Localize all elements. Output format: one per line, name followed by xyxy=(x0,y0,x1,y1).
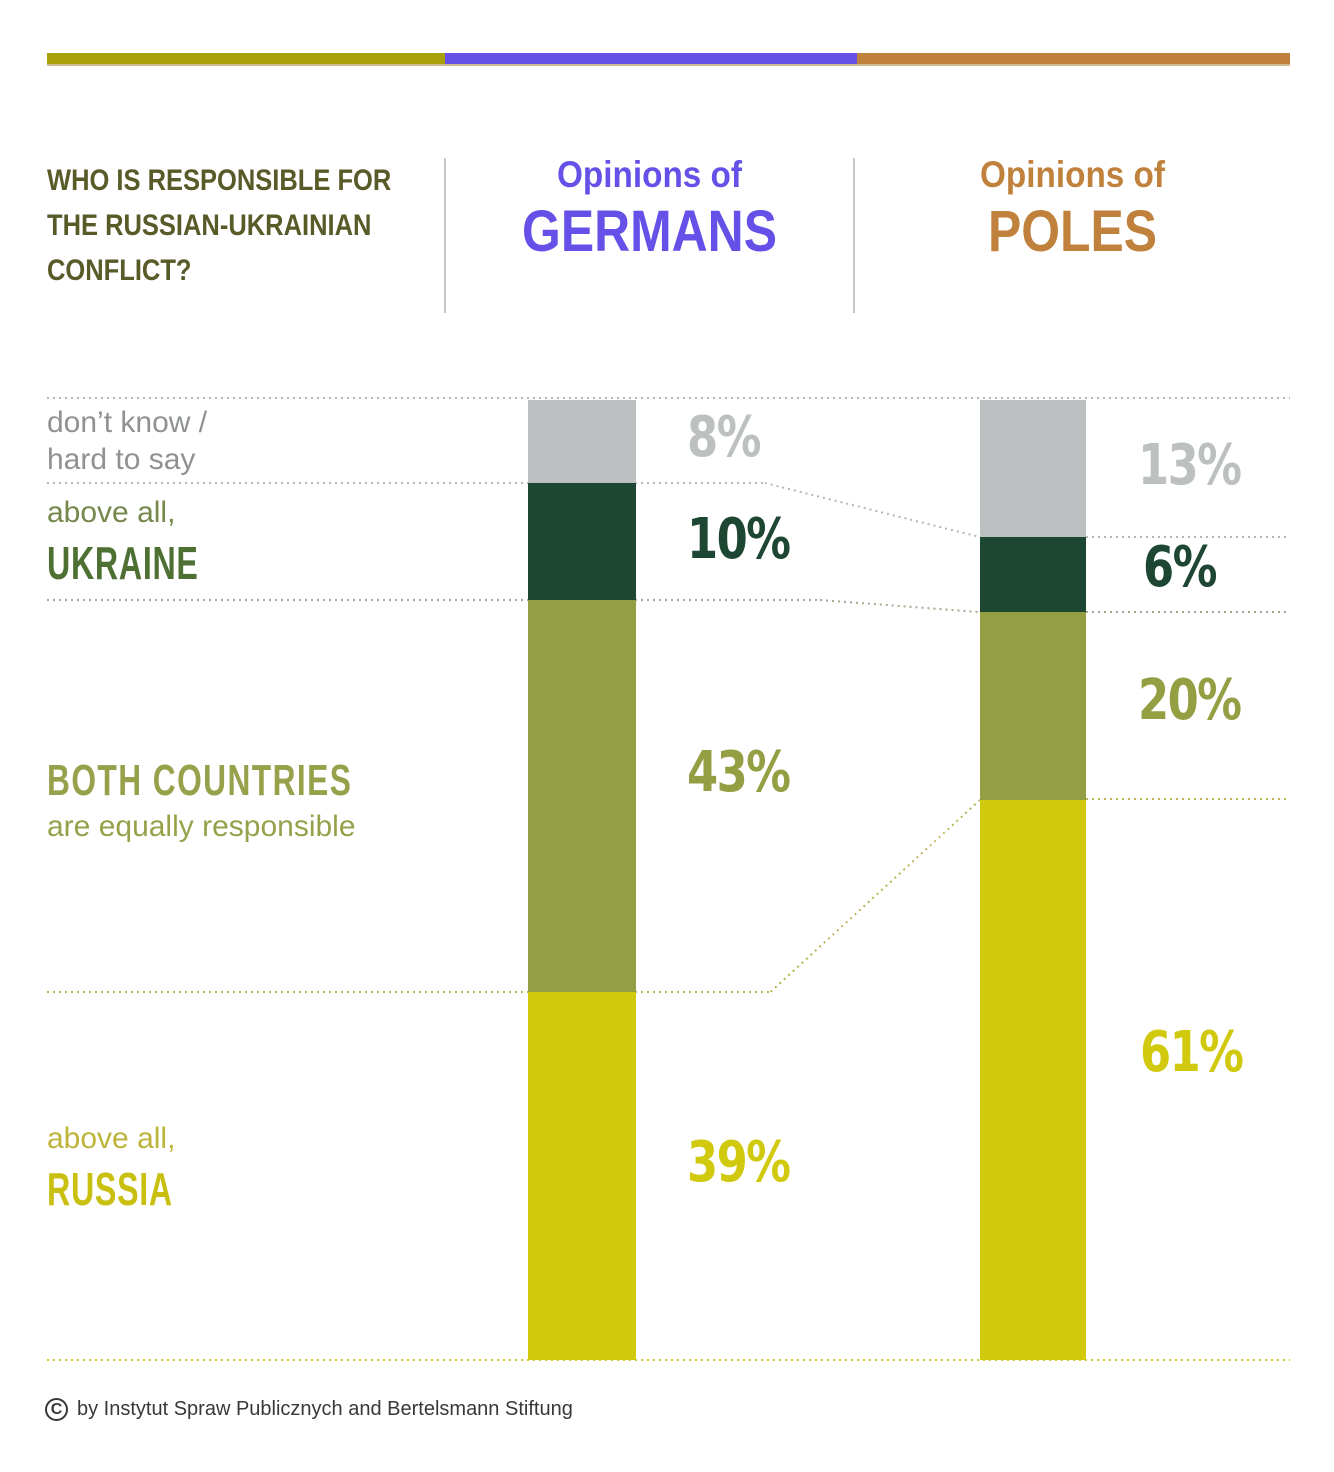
row-label-ukraine-name: UKRAINE xyxy=(47,537,199,589)
page-title: WHO IS RESPONSIBLE FOR THE RUSSIAN-UKRAI… xyxy=(47,158,452,293)
header-divider-right xyxy=(853,158,855,313)
connector-line-both-diagonal xyxy=(770,798,982,993)
connector-line-both-left xyxy=(47,991,770,993)
bar-poles xyxy=(980,400,1086,1360)
row-label-ukraine: above all, UKRAINE xyxy=(47,494,264,589)
value-poles-dontknow: 13% xyxy=(1138,433,1242,498)
row-label-dontknow-line2: hard to say xyxy=(47,443,196,476)
title-line-2: THE RUSSIAN-UKRAINIAN xyxy=(47,209,372,242)
accent-segment-purple xyxy=(445,53,857,64)
value-poles-russia: 61% xyxy=(1140,1020,1244,1085)
value-germans-both: 43% xyxy=(687,740,791,805)
row-label-dontknow: don’t know / hard to say xyxy=(47,404,207,478)
connector-line-dontknow-diagonal xyxy=(764,482,981,539)
row-label-dontknow-line1: don’t know / xyxy=(47,406,208,439)
row-label-ukraine-prefix: above all, xyxy=(47,496,176,529)
row-label-russia-name: RUSSIA xyxy=(47,1163,173,1215)
copyright-icon: C xyxy=(45,1398,68,1421)
value-germans-russia: 39% xyxy=(687,1130,791,1195)
connector-line-dontknow-right xyxy=(1086,536,1290,538)
bar-germans xyxy=(528,400,636,1360)
row-label-both-name: BOTH COUNTRIES xyxy=(47,756,353,805)
row-label-russia-prefix: above all, xyxy=(47,1122,176,1155)
row-label-both-suffix: are equally responsible xyxy=(47,810,356,843)
germans-header-prefix: Opinions of xyxy=(557,154,742,195)
column-header-germans: Opinions of GERMANS xyxy=(446,152,853,264)
connector-line-both-right xyxy=(1086,798,1290,800)
title-line-1: WHO IS RESPONSIBLE FOR xyxy=(47,164,392,197)
value-poles-ukraine: 6% xyxy=(1143,535,1217,600)
connector-line-bars-bottom xyxy=(47,1359,1290,1361)
connector-line-bars-top xyxy=(47,397,1290,399)
value-poles-both: 20% xyxy=(1138,668,1242,733)
connector-line-dontknow-left xyxy=(47,482,765,484)
segment-germans-ukraine xyxy=(528,483,636,600)
connector-line-ukraine-right xyxy=(1086,611,1290,613)
column-header-poles: Opinions of POLES xyxy=(855,152,1290,264)
segment-poles-russia xyxy=(980,800,1086,1360)
value-germans-dontknow: 8% xyxy=(687,405,761,470)
poles-header-prefix: Opinions of xyxy=(980,154,1165,195)
segment-germans-both xyxy=(528,600,636,992)
accent-segment-brown xyxy=(857,53,1290,64)
value-germans-ukraine: 10% xyxy=(687,507,791,572)
accent-segment-olive xyxy=(47,53,445,64)
connector-line-ukraine-diagonal xyxy=(819,599,981,614)
segment-poles-ukraine xyxy=(980,537,1086,612)
segment-germans-russia xyxy=(528,992,636,1360)
row-label-both-countries: BOTH COUNTRIES are equally responsible xyxy=(47,756,471,845)
segment-poles-both xyxy=(980,612,1086,800)
germans-header-name: GERMANS xyxy=(522,199,777,264)
connector-line-ukraine-left xyxy=(47,599,820,601)
title-line-3: CONFLICT? xyxy=(47,254,192,287)
header-divider-left xyxy=(444,158,446,313)
poles-header-name: POLES xyxy=(987,199,1158,264)
segment-poles-dontknow xyxy=(980,400,1086,537)
segment-germans-dontknow xyxy=(528,400,636,483)
row-label-russia: above all, RUSSIA xyxy=(47,1120,227,1215)
top-accent-bar xyxy=(47,53,1290,66)
footer-credit-text: by Instytut Spraw Publicznych and Bertel… xyxy=(77,1398,573,1420)
footer-credit: C by Instytut Spraw Publicznych and Bert… xyxy=(45,1398,573,1421)
